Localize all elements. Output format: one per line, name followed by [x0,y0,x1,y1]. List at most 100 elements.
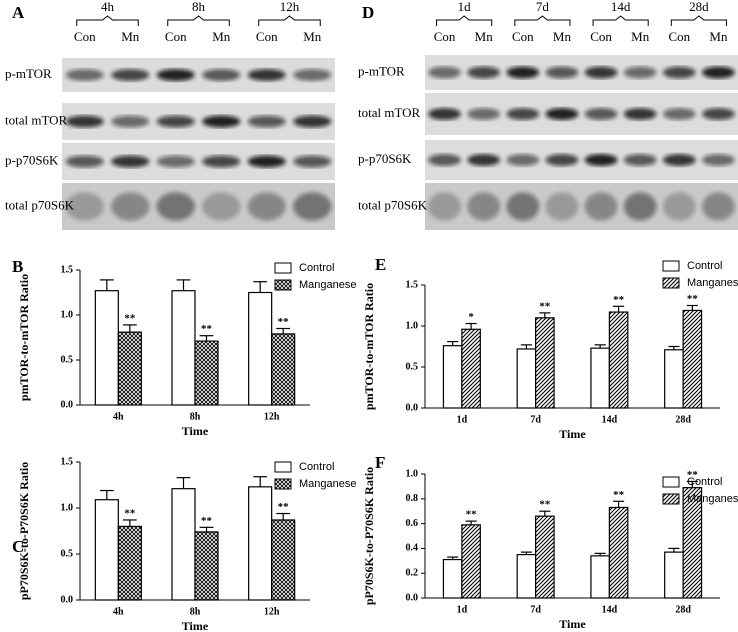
bar [271,519,296,601]
bar [271,333,296,406]
blot-band [293,69,332,81]
panel-letter: B [12,257,23,276]
blot-strip [62,143,335,180]
blot-band [111,115,150,128]
significance-label: ** [539,499,551,511]
bar [682,309,703,409]
y-tick-label: 0.6 [406,518,419,529]
blot-band [467,192,501,221]
blot-band [702,192,735,221]
blot-band [111,192,150,221]
bar [535,317,555,409]
legend-label: Manganese [299,478,357,490]
lane-label: Con [165,29,187,44]
lane-label: Con [590,29,612,44]
blot-band [467,66,501,79]
blot-band [506,154,540,166]
x-tick-label: 28d [675,414,691,425]
x-tick-label: 1d [457,414,468,425]
y-tick-label: 1.5 [61,264,74,275]
legend-swatch [274,279,292,291]
blot-band [467,108,501,120]
bracket [76,15,139,26]
x-tick-label: 8h [190,411,201,422]
row-label: p-p70S6K [358,151,412,166]
bar [664,551,684,599]
x-tick-label: 28d [675,604,691,615]
row-label: total mTOR [358,105,421,120]
bar [117,525,142,601]
x-tick-label: 7d [530,414,541,425]
y-tick-label: 0.5 [61,548,74,559]
significance-label: ** [278,501,290,513]
lane-label: Mn [475,29,494,44]
time-label: 12h [280,0,300,14]
y-tick-label: 0.5 [406,361,419,372]
panel-letter: E [375,255,386,274]
y-tick-label: 0.4 [406,543,419,554]
y-axis-label: pP70S6K-to-P70S6K Ratio [17,462,31,600]
blot-strip [62,183,335,230]
bar [194,531,219,601]
blot-band [247,155,286,168]
row-label: total p70S6K [5,197,75,212]
lane-label: Con [256,29,278,44]
bar [442,345,463,409]
bar [94,290,119,406]
legend-label: Manganese [299,279,357,291]
blot-band [623,192,657,221]
blot-band [202,69,241,81]
bracket [436,15,493,26]
significance-label: ** [124,507,136,519]
blot-band [545,192,579,221]
panel-letter: D [362,3,374,22]
y-tick-label: 0.0 [61,399,74,410]
y-tick-label: 1.0 [406,320,419,331]
blot-band [506,108,540,120]
bar [608,506,629,599]
legend-label: Control [299,262,334,274]
time-label: 28d [689,0,709,14]
y-tick-label: 0.0 [406,402,419,413]
blot-band [584,192,618,221]
blot-band [428,154,461,166]
blot-band [584,66,618,79]
bar [94,499,119,601]
legend-label: Control [687,260,722,272]
y-tick-label: 1.0 [61,502,74,513]
bar [248,291,273,406]
blot-band [702,66,735,79]
legend-label: Control [299,461,334,473]
blot-band [428,192,461,221]
time-label: 1d [458,0,472,14]
legend-swatch [274,478,292,490]
blot-band [202,115,241,128]
bar [461,328,481,409]
lane-label: Con [512,29,534,44]
bar [664,349,684,409]
blot-band [467,154,501,166]
y-tick-label: 1.0 [406,468,419,479]
x-axis-label: Time [559,427,586,441]
significance-label: ** [687,469,699,481]
legend-label: Manganese [687,493,738,505]
bar [682,487,703,599]
blot-band [623,154,657,166]
blot-band [202,192,241,221]
bracket [592,15,649,26]
blot-band [247,115,286,128]
row-label: total p70S6K [358,197,428,212]
row-label: total mTOR [5,112,68,127]
time-label: 4h [101,0,115,14]
legend-label: Manganese [687,277,738,289]
bar [442,558,463,599]
significance-label: ** [278,316,290,328]
bar [461,524,481,599]
blot-band [111,155,150,168]
blot-band [584,108,618,120]
row-label: p-mTOR [358,63,405,78]
y-axis-label: pmTOR-to-mTOR Ratio [17,274,31,401]
blot-band [293,155,332,168]
blot-band [428,66,461,79]
